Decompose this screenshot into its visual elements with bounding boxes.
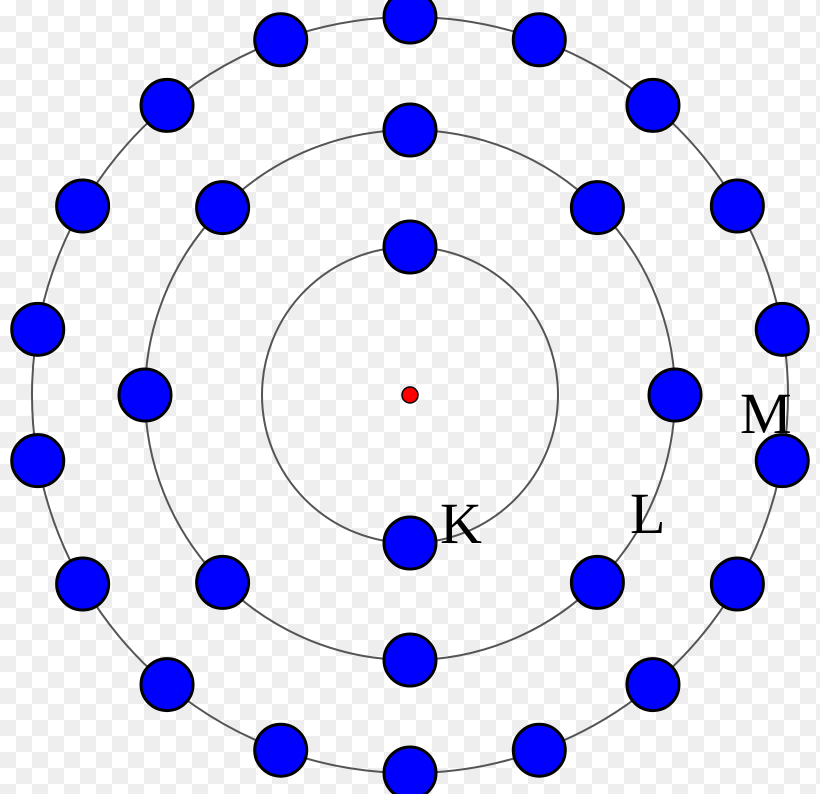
nucleus [402,387,418,403]
electron-m [141,659,193,711]
electron-m [711,558,763,610]
electron-k [384,221,436,273]
electron-m [57,180,109,232]
electron-m [513,724,565,776]
electron-l [384,104,436,156]
electron-l [571,556,623,608]
electron-l [384,634,436,686]
electron-m [141,79,193,131]
electron-m [12,435,64,487]
electron-m [627,659,679,711]
shell-label-l: L [630,480,665,547]
electron-m [12,303,64,355]
electron-m [756,303,808,355]
electron-l [571,182,623,234]
electron-shell-diagram [0,0,820,794]
shell-label-m: M [740,380,792,447]
electron-m [711,180,763,232]
electron-k [384,517,436,569]
electron-l [197,556,249,608]
electron-m [57,558,109,610]
electron-l [649,369,701,421]
electron-m [255,724,307,776]
electron-m [384,747,436,794]
electron-l [119,369,171,421]
electron-m [627,79,679,131]
electron-l [197,182,249,234]
electron-m [513,14,565,66]
electron-m [255,14,307,66]
shell-label-k: K [440,490,482,557]
electron-m [384,0,436,43]
